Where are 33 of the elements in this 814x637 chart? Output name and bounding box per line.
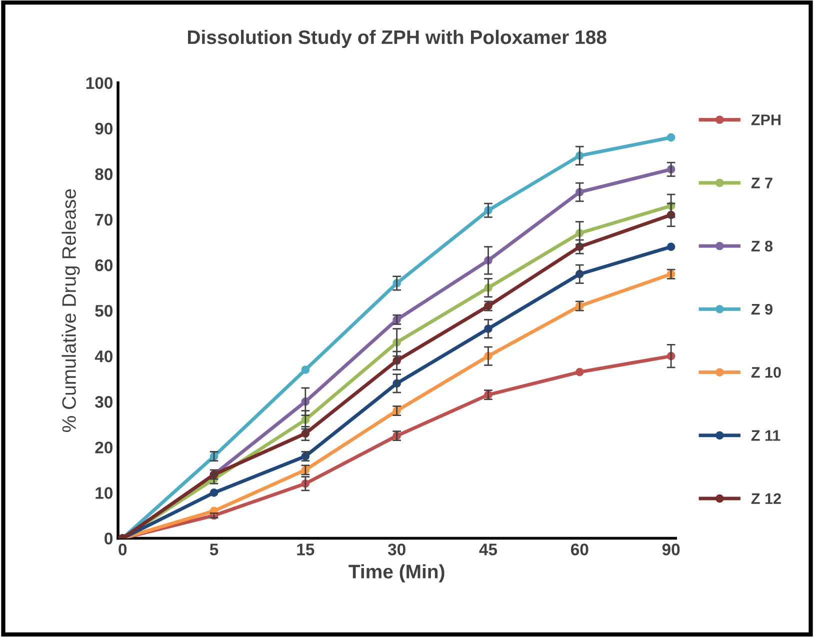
x-tick-label: 60 — [570, 544, 588, 556]
y-tick-label: 40 — [94, 350, 112, 362]
y-tick-label: 100 — [86, 77, 112, 90]
y-tick-label: 60 — [95, 259, 112, 272]
chart-title: Dissolution Study of ZPH with Poloxamer 188 — [188, 30, 606, 48]
legend-label: Z 7 — [751, 178, 772, 188]
y-tick-label: 90 — [95, 122, 112, 135]
y-tick-label: 70 — [95, 214, 112, 226]
y-tick-label: 80 — [95, 168, 112, 180]
point — [666, 242, 676, 251]
x-tick-label: 15 — [297, 544, 314, 556]
legend-label: Z 12 — [751, 493, 781, 504]
x-tick-label: 0 — [118, 544, 127, 556]
x-tick-label: 30 — [388, 544, 406, 556]
y-tick-label: 20 — [95, 442, 112, 454]
y-axis-title: % Cumulative Drug Release — [62, 189, 80, 432]
x-tick-label: 90 — [662, 544, 680, 556]
legend-label: Z 8 — [751, 240, 773, 252]
legend-label: Z 10 — [751, 366, 781, 378]
y-tick-label: 10 — [96, 487, 112, 499]
legend-label: ZPH — [751, 114, 780, 126]
point — [575, 368, 584, 376]
x-tick-label: 5 — [210, 544, 218, 556]
legend-label: Z 9 — [751, 304, 772, 315]
point — [301, 366, 310, 374]
x-axis-title: Time (Min) — [348, 564, 444, 582]
y-tick-label: 50 — [95, 304, 112, 317]
y-tick-label: 30 — [95, 396, 112, 408]
legend-label: Z 11 — [751, 430, 780, 441]
point — [210, 488, 218, 497]
y-tick-label: 0 — [104, 532, 112, 544]
x-tick-label: 45 — [479, 544, 498, 556]
point — [666, 133, 676, 142]
